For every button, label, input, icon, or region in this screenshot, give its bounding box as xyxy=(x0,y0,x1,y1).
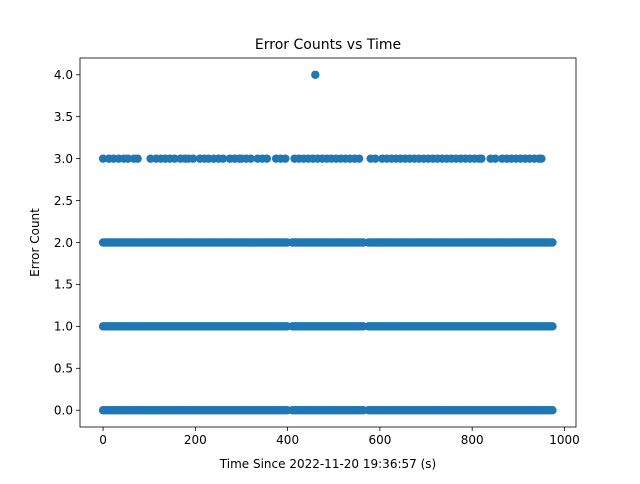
x-axis-ticks: 0 200 400 600 800 1000 xyxy=(99,427,580,447)
chart-title: Error Counts vs Time xyxy=(255,37,401,53)
x-tick-label: 1000 xyxy=(549,433,580,447)
data-point-y3 xyxy=(218,154,228,163)
data-point-y3 xyxy=(262,154,272,163)
x-tick-label: 800 xyxy=(461,433,484,447)
data-point-y3 xyxy=(188,154,198,163)
data-point-y3 xyxy=(246,154,255,163)
data-point-y3 xyxy=(371,154,380,163)
data-point-y3 xyxy=(123,154,133,163)
y-tick-label: 2.0 xyxy=(54,236,73,250)
x-tick-label: 0 xyxy=(99,433,107,447)
x-axis-label: Time Since 2022-11-20 19:36:57 (s) xyxy=(219,457,436,471)
y-tick-label: 1.0 xyxy=(54,320,73,334)
x-tick-label: 400 xyxy=(276,433,299,447)
data-point-y3 xyxy=(354,154,364,163)
y-tick-label: 0.0 xyxy=(54,404,73,418)
x-tick-label: 600 xyxy=(368,433,391,447)
data-point-y3 xyxy=(98,154,108,163)
y-axis-label: Error Count xyxy=(28,208,42,277)
data-point-y4 xyxy=(311,70,320,79)
y-axis-ticks: 0.0 0.5 1.0 1.5 2.0 2.5 3.0 3.5 4.0 xyxy=(54,68,80,418)
data-point-y3 xyxy=(537,154,546,163)
data-point-y3 xyxy=(170,154,179,163)
y-tick-label: 4.0 xyxy=(54,68,73,82)
y-tick-label: 2.5 xyxy=(54,194,73,208)
data-point-y0 xyxy=(548,406,557,415)
data-point-y3 xyxy=(281,154,290,163)
y-tick-label: 1.5 xyxy=(54,278,73,292)
data-point-y3 xyxy=(491,154,500,163)
y-tick-label: 0.5 xyxy=(54,362,73,376)
y-tick-label: 3.5 xyxy=(54,110,73,124)
data-point-y1 xyxy=(548,322,557,331)
y-tick-label: 3.0 xyxy=(54,152,73,166)
data-point-y3 xyxy=(477,154,486,163)
data-point-y3 xyxy=(133,154,142,163)
x-tick-label: 200 xyxy=(184,433,207,447)
data-point-y2 xyxy=(548,238,557,247)
data-points xyxy=(98,70,557,415)
